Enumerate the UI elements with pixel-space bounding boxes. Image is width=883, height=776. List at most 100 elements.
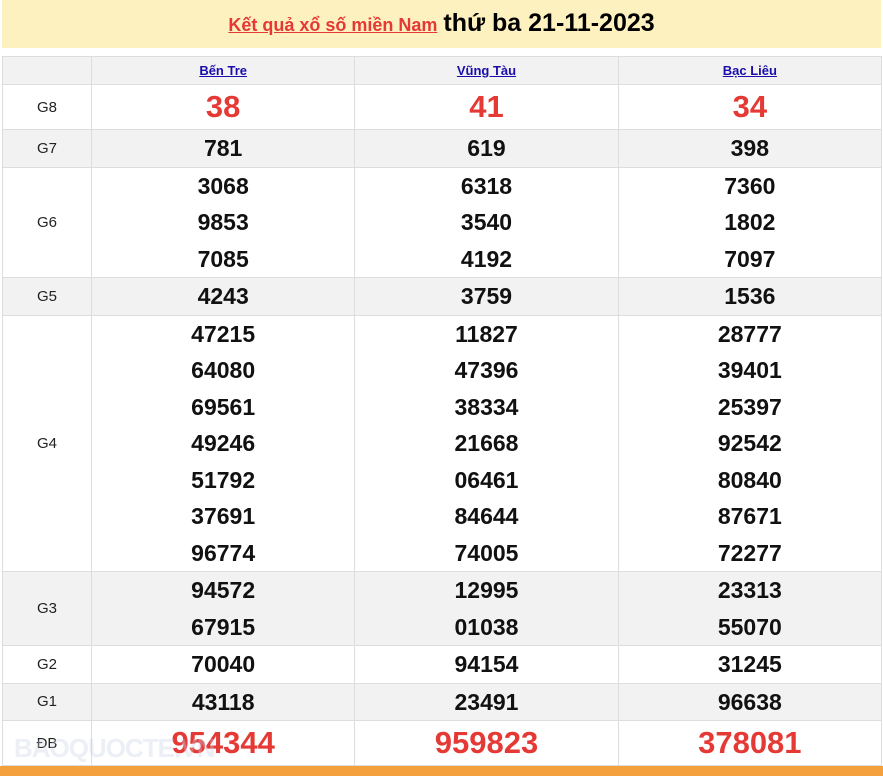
- prize-number: 31245: [717, 651, 782, 677]
- prize-number: 12995: [454, 577, 519, 603]
- prize-number: 84644: [454, 503, 519, 529]
- prize-number: 4243: [197, 283, 249, 309]
- prize-cell: 959823: [354, 720, 619, 766]
- prize-number: 96638: [717, 688, 782, 715]
- prize-row: G7 781 619 398: [2, 129, 883, 168]
- prize-cell: 7360 1802 7097: [617, 166, 883, 278]
- prize-number: 38: [205, 89, 241, 124]
- prize-number: 37691: [191, 503, 256, 529]
- prize-number: 67915: [191, 613, 256, 640]
- prize-number: 94154: [454, 651, 519, 677]
- prize-cell: 70040: [90, 645, 356, 684]
- prize-number: 954344: [171, 725, 275, 760]
- prize-cell: 619: [354, 129, 619, 168]
- prize-number: 398: [730, 135, 770, 161]
- prize-number: 94572: [191, 577, 256, 603]
- prize-cell: 94572 67915: [90, 571, 356, 646]
- results-title: Kết quả xổ số miền Nam thứ ba 21-11-2023: [2, 0, 881, 48]
- prize-number: 49246: [191, 430, 256, 456]
- prize-row: G1 43118 23491 96638: [2, 682, 883, 721]
- prize-cell: 47215 64080 69561 49246 51792 37691 96774: [90, 314, 356, 572]
- prize-number: 28777: [717, 320, 782, 347]
- prize-number: 64080: [191, 357, 256, 383]
- prize-number: 21668: [454, 430, 519, 456]
- prize-number: 781: [203, 135, 243, 161]
- prize-row: ĐB 954344 959823 378081: [2, 720, 883, 766]
- prize-number: 51792: [191, 466, 256, 493]
- prize-label: G4: [2, 314, 92, 572]
- prize-number: 7360: [724, 172, 776, 199]
- prize-number: 6318: [460, 172, 513, 199]
- prize-cell: 3759: [354, 277, 619, 316]
- prize-cell: 38: [90, 84, 356, 130]
- prize-label: G7: [2, 129, 92, 168]
- province-link[interactable]: Bến Tre: [199, 63, 247, 78]
- prize-cell: 6318 3540 4192: [354, 166, 619, 278]
- prize-row: G3 94572 67915 12995 01038 23313 55070: [2, 571, 883, 646]
- prize-row: G5 4243 3759 1536: [2, 277, 883, 316]
- prize-cell: 12995 01038: [354, 571, 619, 646]
- prize-cell: 954344: [90, 720, 356, 766]
- prize-number: 1802: [724, 209, 776, 235]
- results-link[interactable]: Kết quả xổ số miền Nam: [228, 15, 438, 35]
- prize-cell: 3068 9853 7085: [90, 166, 356, 278]
- prize-row: G8 38 41 34: [2, 84, 883, 130]
- prize-row: G4 47215 64080 69561 49246 51792 37691 96774 118…: [2, 314, 883, 572]
- prize-cell: 4243: [90, 277, 356, 316]
- footer-bar: [0, 766, 883, 776]
- prize-number: 25397: [717, 393, 782, 420]
- prize-number: 72277: [717, 539, 782, 566]
- prize-number: 7085: [197, 245, 249, 272]
- prize-cell: 11827 47396 38334 21668 06461 84644 74005: [354, 314, 619, 572]
- prize-cell: 94154: [354, 645, 619, 684]
- prize-number: 47396: [454, 357, 519, 383]
- prize-cell: 398: [617, 129, 883, 168]
- prize-label: G8: [2, 84, 92, 130]
- prize-number: 06461: [454, 466, 519, 493]
- prize-cell: 1536: [617, 277, 883, 316]
- prize-number: 39401: [717, 357, 782, 383]
- prize-cell: 96638: [617, 682, 883, 721]
- prize-cell: 378081: [617, 720, 883, 766]
- prize-number: 3759: [460, 283, 513, 309]
- prize-number: 87671: [717, 503, 782, 529]
- prize-number: 34: [732, 89, 768, 124]
- prize-cell: 23313 55070: [617, 571, 883, 646]
- prize-number: 3540: [460, 209, 513, 235]
- prize-number: 7097: [724, 245, 776, 272]
- results-table: Bến Tre Vũng Tàu Bạc Liêu G8 38 41 34 G7 781 6…: [2, 56, 883, 766]
- prize-number: 9853: [197, 209, 249, 235]
- prize-row: G2 70040 94154 31245: [2, 645, 883, 684]
- prize-number: 55070: [717, 613, 782, 640]
- prize-number: 619: [467, 135, 506, 161]
- prize-cell: 23491: [354, 682, 619, 721]
- prize-number: 80840: [717, 466, 782, 493]
- prize-number: 41: [469, 89, 504, 124]
- prize-number: 4192: [460, 245, 513, 272]
- watermark: BAOQUOCTE.VN: [14, 733, 215, 763]
- prize-label: G6: [2, 166, 92, 278]
- prize-number: 11827: [455, 320, 518, 347]
- prize-cell: 28777 39401 25397 92542 80840 87671 72277: [617, 314, 883, 572]
- prize-number: 23491: [454, 688, 519, 715]
- prize-label: G5: [2, 277, 92, 316]
- prize-number: 43118: [191, 688, 255, 715]
- prize-cell: 43118: [90, 682, 356, 721]
- prize-label: G3: [2, 571, 92, 646]
- province-link[interactable]: Bạc Liêu: [722, 63, 777, 78]
- prize-number: 74005: [454, 539, 519, 566]
- prize-cell: 41: [354, 84, 619, 130]
- prize-number: 38334: [454, 393, 519, 420]
- prize-row: G6 3068 9853 7085 6318 3540 4192 7360 1802 7097: [2, 166, 883, 278]
- prize-cell: 781: [90, 129, 356, 168]
- empty-header: [2, 56, 92, 85]
- prize-number: 70040: [191, 651, 256, 677]
- prize-label: G1: [2, 682, 92, 721]
- prize-number: 959823: [434, 725, 539, 760]
- province-link[interactable]: Vũng Tàu: [456, 63, 517, 78]
- prize-label: ĐB: [2, 720, 92, 766]
- prize-number: 92542: [717, 430, 782, 456]
- prize-label: G2: [2, 645, 92, 684]
- prize-cell: 34: [617, 84, 883, 130]
- prize-number: 1536: [724, 283, 776, 309]
